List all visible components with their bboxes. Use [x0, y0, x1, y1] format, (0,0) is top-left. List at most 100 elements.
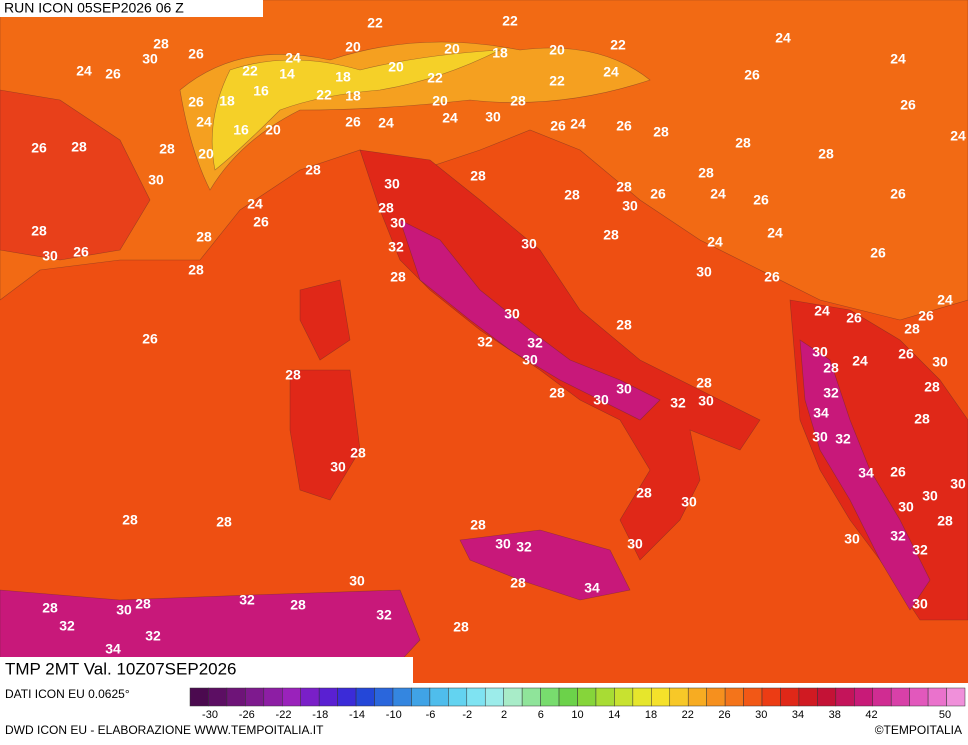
temp-label: 20 — [345, 39, 361, 55]
temp-label: 26 — [744, 67, 760, 83]
colorbar-cell — [724, 687, 744, 707]
temp-label: 26 — [650, 186, 666, 202]
temp-label: 28 — [818, 146, 834, 162]
temp-label: 30 — [681, 494, 697, 510]
temp-label: 24 — [196, 114, 212, 130]
temp-label: 22 — [367, 15, 383, 31]
temp-label: 26 — [616, 118, 632, 134]
temp-label: 32 — [527, 335, 543, 351]
colorbar-cell — [466, 687, 486, 707]
temp-label: 24 — [937, 292, 953, 308]
colorbar-cell — [669, 687, 689, 707]
temp-label: 24 — [950, 128, 966, 144]
temp-label: 30 — [330, 459, 346, 475]
colorbar-cell — [835, 687, 855, 707]
temp-label: 30 — [148, 172, 164, 188]
temp-label: 24 — [285, 50, 301, 66]
temp-label: 32 — [890, 528, 906, 544]
colorbar-tick-label: -18 — [312, 709, 328, 721]
colorbar-tick-label: 38 — [829, 709, 841, 721]
colorbar-cell — [706, 687, 726, 707]
temp-label: 28 — [196, 229, 212, 245]
temp-label: 18 — [345, 88, 361, 104]
temp-label: 28 — [636, 485, 652, 501]
temp-label: 34 — [584, 580, 600, 596]
colorbar-cell — [909, 687, 929, 707]
colorbar-tick-label: 26 — [718, 709, 730, 721]
temp-label: 28 — [510, 575, 526, 591]
temp-label: 30 — [616, 381, 632, 397]
colorbar-cell — [226, 687, 246, 707]
temp-label: 28 — [924, 379, 940, 395]
temp-label: 34 — [813, 405, 829, 421]
colorbar-cell — [318, 687, 338, 707]
colorbar-tick-label: 18 — [645, 709, 657, 721]
temp-label: 32 — [477, 334, 493, 350]
temp-label: 24 — [570, 116, 586, 132]
temp-label: 24 — [247, 196, 263, 212]
temp-label: 18 — [219, 93, 235, 109]
temp-label: 28 — [470, 168, 486, 184]
colorbar-tick-label: 14 — [608, 709, 620, 721]
temp-label: 30 — [932, 354, 948, 370]
temp-label: 24 — [76, 63, 92, 79]
temp-label: 28 — [564, 187, 580, 203]
temp-label: 22 — [427, 70, 443, 86]
temp-label: 26 — [550, 118, 566, 134]
colorbar-cell — [577, 687, 597, 707]
temp-label: 28 — [653, 124, 669, 140]
temp-label: 30 — [812, 429, 828, 445]
temp-label: 30 — [495, 536, 511, 552]
temp-label: 32 — [145, 628, 161, 644]
temp-label: 34 — [858, 465, 874, 481]
temp-label: 24 — [710, 186, 726, 202]
colorbar-tick-label: 42 — [865, 709, 877, 721]
temp-label: 14 — [279, 66, 295, 82]
temp-label: 24 — [603, 64, 619, 80]
temp-label: 24 — [707, 234, 723, 250]
temp-label: 34 — [105, 641, 121, 657]
colorbar-cell — [245, 687, 265, 707]
temp-label: 30 — [698, 393, 714, 409]
colorbar-cell — [208, 687, 228, 707]
colorbar-cell — [927, 687, 947, 707]
temp-label: 28 — [470, 517, 486, 533]
colorbar-tick-label: 34 — [792, 709, 804, 721]
colorbar-cell — [632, 687, 652, 707]
temp-label: 26 — [142, 331, 158, 347]
temp-label: 16 — [253, 83, 269, 99]
temp-label: 24 — [378, 115, 394, 131]
colorbar-cell — [429, 687, 449, 707]
temp-label: 26 — [345, 114, 361, 130]
temp-label: 28 — [698, 165, 714, 181]
temp-label: 28 — [390, 269, 406, 285]
temp-label: 30 — [142, 51, 158, 67]
colorbar-cell — [798, 687, 818, 707]
colorbar-cell — [817, 687, 837, 707]
temp-label: 26 — [764, 269, 780, 285]
temp-label: 18 — [492, 45, 508, 61]
colorbar-cell — [854, 687, 873, 707]
colorbar-tick-label: -14 — [349, 709, 365, 721]
temp-label: 28 — [549, 385, 565, 401]
temp-label: 28 — [188, 262, 204, 278]
colorbar-cell — [337, 687, 357, 707]
colorbar-cell — [189, 687, 209, 707]
temp-label: 30 — [696, 264, 712, 280]
temp-label: 30 — [912, 596, 928, 612]
temp-label: 30 — [622, 198, 638, 214]
colorbar-cell — [890, 687, 910, 707]
colorbar-tick-label: 50 — [939, 709, 951, 721]
colorbar-cell — [448, 687, 468, 707]
colorbar-cell — [411, 687, 431, 707]
colorbar-tick-label: -10 — [386, 709, 402, 721]
temp-label: 32 — [835, 431, 851, 447]
temp-label: 20 — [388, 59, 404, 75]
temp-label: 30 — [844, 531, 860, 547]
temp-label: 32 — [59, 618, 75, 634]
temp-label: 30 — [922, 488, 938, 504]
temp-label: 30 — [485, 109, 501, 125]
copyright: ©TEMPOITALIA — [875, 723, 962, 737]
temp-label: 32 — [376, 607, 392, 623]
temp-label: 24 — [814, 303, 830, 319]
